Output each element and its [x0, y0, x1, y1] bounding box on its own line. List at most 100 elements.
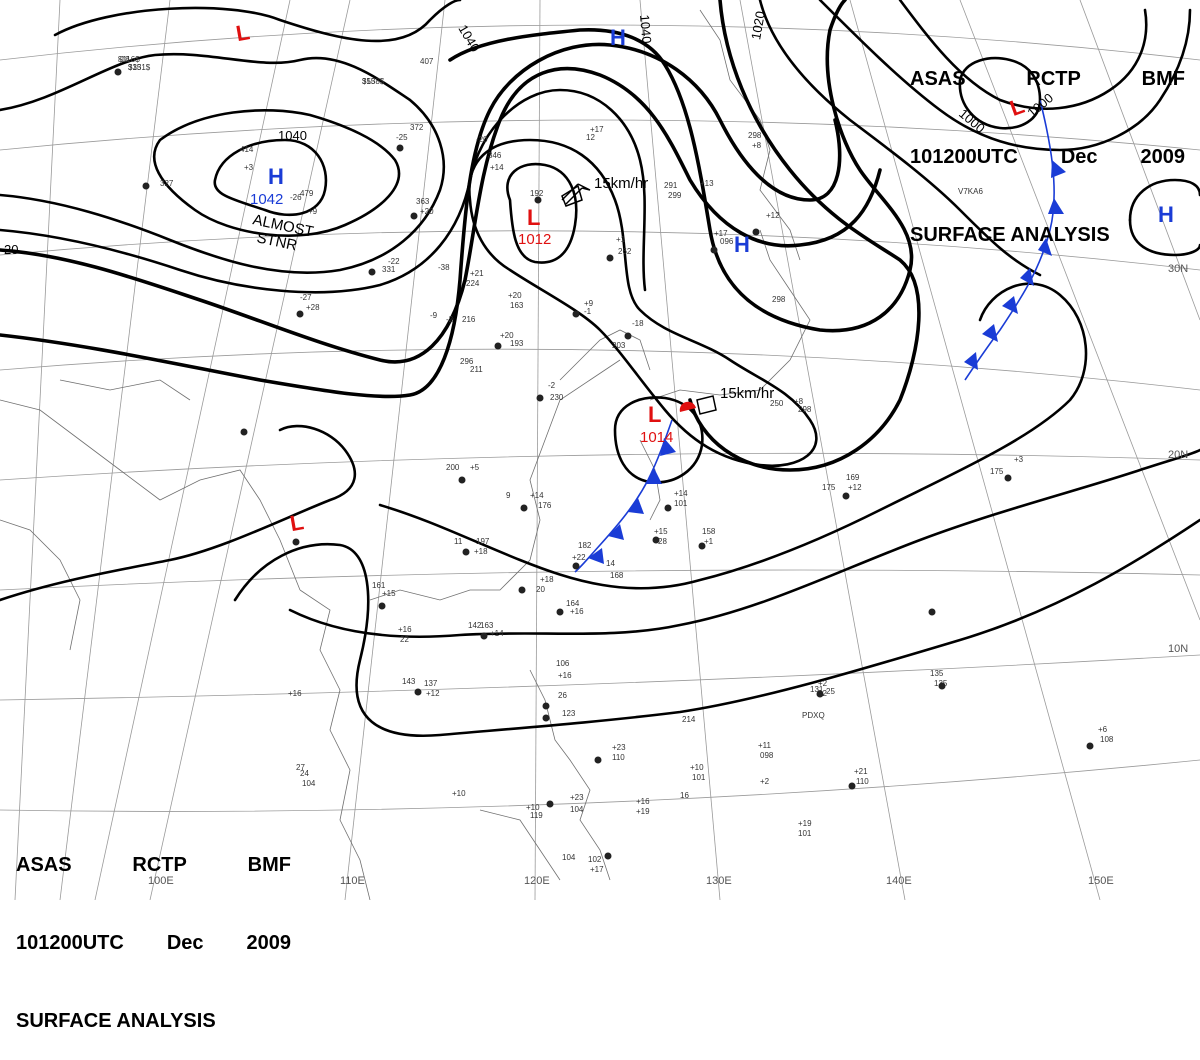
station-value: +10 [690, 763, 704, 772]
station-value: 298 [798, 405, 812, 414]
station-value: 299 [668, 191, 682, 200]
station-value: +14 [490, 163, 504, 172]
high-symbol: H [1158, 202, 1174, 227]
station-value: 355 [362, 77, 376, 86]
station-value: +5 [470, 463, 480, 472]
station-value: 27 [296, 763, 305, 772]
station-value: +15 [382, 589, 396, 598]
station-value: 104 [562, 853, 576, 862]
station-value: +16 [398, 625, 412, 634]
longitude-label: 130E [706, 875, 732, 887]
station-value: 101 [692, 773, 706, 782]
high-symbol: H [610, 25, 626, 50]
longitude-label: 110E [340, 875, 365, 887]
station-marker [842, 492, 850, 500]
station-value: -18 [632, 319, 644, 328]
station-marker [816, 690, 824, 698]
station-marker [604, 852, 612, 860]
station-value: 479 [300, 189, 314, 198]
station-value: +20 [508, 291, 522, 300]
station-marker [542, 714, 550, 722]
header-agency: ASAS [910, 68, 966, 90]
station-value: +17 [590, 125, 604, 134]
station-value: 158 [702, 527, 716, 536]
station-marker [518, 586, 526, 594]
station-value: 135 [930, 669, 944, 678]
header-time: 101200UTC [910, 146, 1018, 168]
station-value: 211 [470, 365, 483, 374]
header-bottom-left: ASAS RCTP BMF 101200UTC Dec 2009 SURFACE… [16, 800, 291, 1060]
station-value: 250 [770, 399, 784, 408]
latitude-label: 30N [1168, 263, 1188, 275]
station-marker [142, 182, 150, 190]
station-value: 9 [506, 491, 511, 500]
station-value: 224 [466, 279, 480, 288]
station-marker [458, 476, 466, 484]
station-marker [710, 246, 718, 254]
station-marker [462, 548, 470, 556]
station-marker [520, 504, 528, 512]
header-month: Dec [166, 932, 204, 954]
isobars [0, 0, 1200, 738]
station-value: 22 [400, 635, 409, 644]
station-marker [928, 608, 936, 616]
high-symbol: H [268, 164, 284, 189]
station-value: +10 [452, 789, 466, 798]
station-plots: -18333355407-25372-20346+14414+3-26479+9… [114, 55, 1114, 874]
station-value: 26 [558, 691, 567, 700]
station-marker [664, 504, 672, 512]
station-value: -20 [476, 135, 488, 144]
station-value: -1 [584, 307, 592, 316]
station-value: 102 [588, 855, 602, 864]
surface-analysis-map: -18333355407-25372-20346+14414+3-26479+9… [0, 0, 1200, 900]
station-value: 161 [372, 581, 386, 590]
motion-speed-label: 15km/hr [720, 385, 774, 402]
station-value: -25 [396, 133, 408, 142]
station-value: 106 [556, 659, 570, 668]
station-marker [114, 68, 122, 76]
station-marker [414, 688, 422, 696]
header-title: SURFACE ANALYSIS [910, 224, 1110, 246]
longitude-label: 100E [148, 875, 174, 887]
station-value: 12 [586, 133, 595, 142]
station-value: 372 [410, 123, 424, 132]
header-year: 2009 [246, 932, 291, 954]
station-value: 163 [480, 621, 494, 630]
station-value: 176 [538, 501, 552, 510]
high-symbol: H [734, 232, 750, 257]
station-value: +9 [584, 299, 594, 308]
station-value: 363 [416, 197, 430, 206]
station-value: -2 [446, 315, 454, 324]
header-time: 101200UTC [16, 932, 124, 954]
longitude-label: 150E [1088, 875, 1114, 887]
station-value: +10 [526, 803, 540, 812]
station-marker [652, 536, 660, 544]
station-value: 197 [476, 537, 490, 546]
station-value: 298 [772, 295, 786, 304]
high-pressure-value: 1042 [250, 191, 283, 208]
station-marker [378, 602, 386, 610]
station-value: 203 [612, 341, 626, 350]
cold-front-south [574, 401, 696, 573]
station-value: 25 [826, 687, 835, 696]
station-value: 164 [566, 599, 580, 608]
station-value: +8 [794, 397, 804, 406]
station-value: +12 [426, 689, 440, 698]
isobar-label: 1040 [637, 14, 654, 44]
station-value: 123 [562, 709, 576, 718]
station-value: 346 [488, 151, 502, 160]
station-value: -2 [548, 381, 556, 390]
station-marker [368, 268, 376, 276]
station-value: -26 [290, 193, 302, 202]
station-marker [534, 196, 542, 204]
station-marker [572, 310, 580, 318]
station-value: 110 [856, 777, 869, 786]
station-value: +1 [704, 537, 714, 546]
station-value: 333 [128, 63, 142, 72]
station-value: +3 [1014, 455, 1024, 464]
station-value: 200 [446, 463, 460, 472]
station-value: +17 [714, 229, 728, 238]
station-value: +3 [244, 163, 254, 172]
latitude-label: 10N [1168, 643, 1188, 655]
station-value: 143 [402, 677, 416, 686]
